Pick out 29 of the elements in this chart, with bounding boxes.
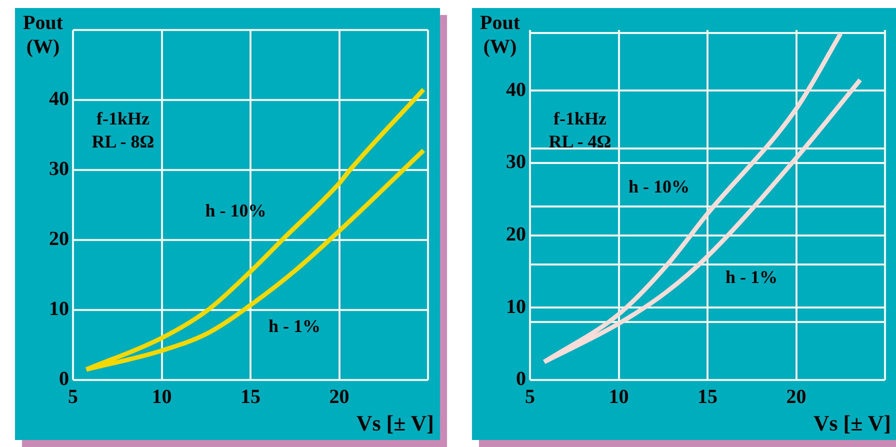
y-tick-label: 30 — [506, 151, 526, 174]
annotation: RL - 8Ω — [92, 132, 154, 152]
y-tick-label: 10 — [506, 296, 526, 318]
y-tick-label: 0 — [59, 368, 69, 390]
y-tick-label: 40 — [49, 88, 69, 110]
y-tick-label: 0 — [516, 368, 526, 390]
x-axis-title: Vs [± V] — [356, 410, 434, 436]
x-tick-label: 15 — [698, 386, 718, 408]
x-tick-label: 20 — [786, 386, 806, 408]
annotation: RL - 4Ω — [548, 132, 612, 152]
y-axis-title: Pout (W) — [480, 12, 520, 58]
y-axis-title: Pout (W) — [23, 12, 64, 58]
series-label: h - 1% — [268, 316, 321, 336]
annotation: f-1kHz — [554, 108, 606, 129]
y-tick-label: 20 — [506, 224, 526, 246]
annotation: f-1kHz — [96, 108, 150, 129]
x-tick-label: 5 — [68, 386, 78, 408]
x-tick-label: 10 — [152, 386, 172, 408]
x-tick-label: 20 — [329, 386, 350, 408]
y-tick-label: 10 — [49, 298, 69, 320]
x-tick-label: 15 — [240, 386, 260, 408]
x-tick-label: 5 — [525, 386, 535, 408]
series-label: h - 1% — [726, 267, 778, 287]
series-label: h - 10% — [628, 176, 690, 196]
x-tick-label: 10 — [608, 386, 629, 408]
x-axis-title: Vs [± V] — [813, 410, 891, 436]
y-tick-label: 40 — [506, 78, 526, 101]
y-tick-label: 30 — [49, 158, 69, 180]
y-tick-label: 20 — [49, 228, 69, 250]
